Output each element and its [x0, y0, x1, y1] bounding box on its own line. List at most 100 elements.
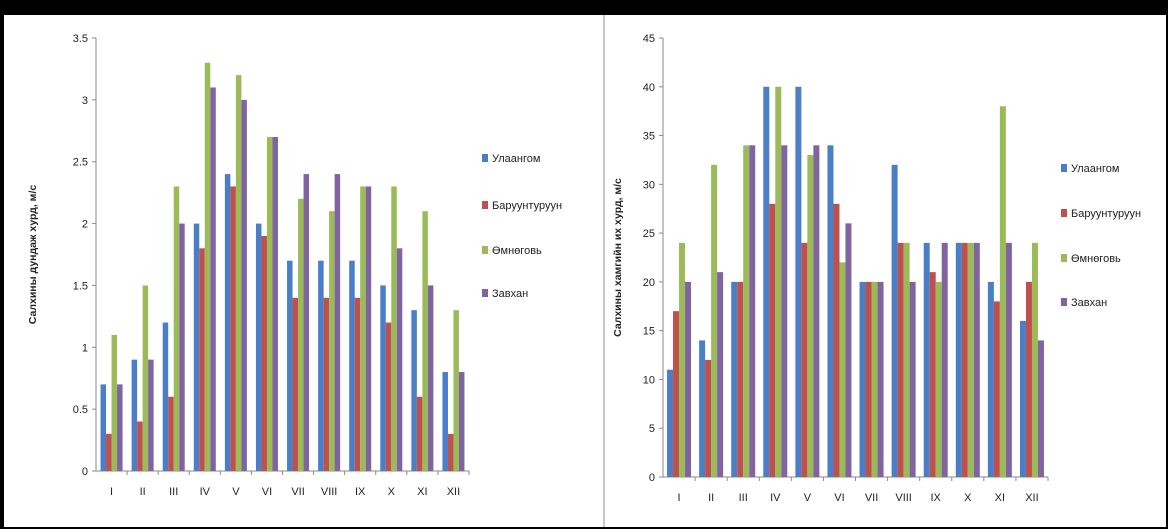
bar	[447, 433, 454, 471]
bar	[235, 75, 242, 471]
x-tick-label: X	[964, 492, 972, 504]
y-axis-title: Салхины хамгийн их хурд, м/с	[612, 178, 624, 337]
y-axis-title: Салхины дундаж хурд, м/с	[27, 185, 39, 325]
bar	[117, 384, 123, 471]
bar	[871, 281, 878, 477]
bar	[763, 86, 770, 478]
x-tick-label: VIII	[321, 486, 338, 498]
bar	[667, 369, 674, 477]
bar	[292, 297, 299, 471]
legend-swatch	[482, 201, 488, 209]
y-tick-label: 10	[643, 374, 655, 386]
y-tick-label: 3	[82, 95, 88, 107]
legend-swatch	[1061, 209, 1067, 217]
legend-swatch	[482, 289, 488, 297]
bar	[999, 106, 1006, 478]
bar	[303, 174, 310, 472]
bar	[396, 248, 403, 471]
y-tick-label: 0	[82, 466, 88, 478]
bar	[731, 281, 738, 477]
bar	[679, 242, 686, 477]
x-tick-label: V	[232, 486, 240, 498]
y-tick-label: 0	[649, 472, 655, 484]
chart-maximum-wind-speed: 0 5 10 15 20 25 30 35 40 45 Салхины хамгийн их хур…	[612, 33, 1141, 504]
bar	[781, 145, 788, 478]
bar	[743, 145, 750, 478]
bar	[699, 340, 706, 477]
bar	[458, 372, 465, 471]
y-tick-label: 35	[643, 131, 655, 143]
y-tick-label: 45	[643, 33, 655, 45]
bar	[210, 87, 216, 471]
chart-average-wind-speed: 0 0.5 1 1.5 2 2.5 3 3.5 Салхины дундаж хурд, м/с…	[27, 33, 562, 498]
bar	[204, 62, 211, 471]
x-tick-label: IX	[931, 492, 942, 504]
bar	[360, 186, 366, 471]
y-tick-label: 40	[643, 82, 655, 94]
bar	[935, 281, 942, 477]
bar	[833, 203, 840, 477]
bar	[1005, 242, 1012, 477]
x-tick-label: VI	[834, 492, 844, 504]
y-tick-label: 5	[649, 423, 655, 435]
bar	[941, 242, 948, 477]
bar	[329, 211, 335, 471]
bar	[168, 396, 174, 471]
bar	[865, 281, 872, 477]
bar	[230, 186, 236, 471]
bar	[453, 310, 459, 471]
bar	[391, 186, 397, 471]
bar	[411, 310, 417, 471]
bar	[266, 136, 273, 471]
x-tick-label: VIII	[895, 492, 912, 504]
bar	[685, 281, 692, 477]
bar	[255, 223, 262, 471]
x-tick-label: IV	[200, 486, 211, 498]
x-tick-label: I	[110, 486, 113, 498]
bar	[775, 86, 782, 478]
y-tick-label: 30	[643, 179, 655, 191]
bar	[891, 164, 898, 478]
x-tick-label: V	[804, 492, 812, 504]
y-tick-label: 25	[643, 228, 655, 240]
bar	[162, 322, 169, 471]
bar	[385, 322, 392, 471]
bar	[839, 262, 846, 477]
legend-swatch	[1061, 164, 1067, 172]
y-tick-label: 0.5	[73, 404, 88, 416]
bar	[131, 359, 138, 471]
y-tick-label: 1.5	[73, 280, 88, 292]
x-tick-label: X	[388, 486, 396, 498]
x-tick-label: I	[678, 492, 681, 504]
top-border	[0, 0, 1168, 15]
legend-label: Завхан	[1071, 297, 1107, 309]
x-tick-label: VII	[291, 486, 304, 498]
bar	[241, 99, 247, 471]
legend-label: Өмнөговь	[492, 245, 542, 257]
x-tick-label: VII	[865, 492, 878, 504]
legend-swatch	[1061, 298, 1067, 306]
legend-label: Улаангом	[492, 153, 540, 165]
x-tick-label: II	[140, 486, 146, 498]
bar	[827, 145, 834, 478]
bar	[929, 272, 936, 477]
x-tick-label: XI	[417, 486, 427, 498]
bar	[903, 242, 910, 477]
x-tick-label: XII	[447, 486, 460, 498]
y-tick-label: 20	[643, 277, 655, 289]
bar	[173, 186, 180, 471]
bar	[261, 235, 267, 471]
x-tick-label: XI	[995, 492, 1005, 504]
bar	[287, 260, 293, 471]
bar	[955, 242, 962, 477]
bar	[993, 301, 1000, 477]
bar	[897, 242, 904, 477]
bar	[106, 433, 112, 471]
bar	[807, 155, 814, 478]
x-tick-label: III	[739, 492, 748, 504]
bar	[148, 359, 154, 471]
bar	[100, 384, 107, 471]
bar	[967, 242, 974, 477]
bar	[442, 372, 448, 471]
bar	[272, 136, 278, 471]
